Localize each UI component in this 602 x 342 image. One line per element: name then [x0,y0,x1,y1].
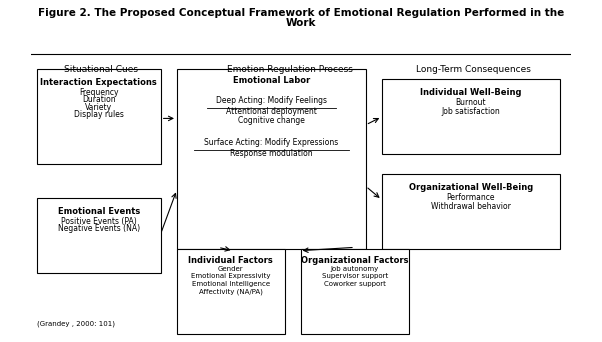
Text: Emotional Events: Emotional Events [58,207,140,215]
Text: Work: Work [286,18,316,28]
FancyBboxPatch shape [177,249,285,334]
Text: Positive Events (PA): Positive Events (PA) [61,217,137,226]
FancyBboxPatch shape [382,174,560,249]
Text: Surface Acting: Modify Expressions: Surface Acting: Modify Expressions [204,139,338,147]
Text: (Grandey , 2000: 101): (Grandey , 2000: 101) [37,320,114,327]
Text: Attentional deployment: Attentional deployment [226,107,317,116]
Text: Emotional Labor: Emotional Labor [233,76,310,85]
Text: Negative Events (NA): Negative Events (NA) [58,224,140,233]
Text: Job autonomy: Job autonomy [331,266,379,272]
Text: Emotional Intelligence: Emotional Intelligence [192,281,270,287]
FancyBboxPatch shape [301,249,409,334]
Text: Interaction Expectations: Interaction Expectations [40,78,157,87]
Text: Organizational Well-Being: Organizational Well-Being [409,183,533,192]
Text: Individual Factors: Individual Factors [188,256,273,265]
Text: Deep Acting: Modify Feelings: Deep Acting: Modify Feelings [216,96,327,105]
Text: Affectivity (NA/PA): Affectivity (NA/PA) [199,288,263,295]
Text: Frequency: Frequency [79,88,119,97]
FancyBboxPatch shape [37,198,161,273]
Text: Performance: Performance [447,193,495,202]
FancyBboxPatch shape [37,69,161,164]
Text: Emotion Regulation Process: Emotion Regulation Process [228,65,353,74]
Text: Withdrawal behavior: Withdrawal behavior [431,201,511,211]
Text: Individual Well-Being: Individual Well-Being [420,88,522,97]
Text: Burnout: Burnout [456,98,486,107]
Text: Supervisor support: Supervisor support [322,274,388,279]
Text: Coworker support: Coworker support [324,281,386,287]
FancyBboxPatch shape [177,69,366,249]
Text: Variety: Variety [85,103,112,112]
Text: Situational Cues: Situational Cues [64,65,138,74]
Text: Gender: Gender [218,266,244,272]
Text: Figure 2. The Proposed Conceptual Framework of Emotional Regulation Performed in: Figure 2. The Proposed Conceptual Framew… [38,8,564,18]
Text: Long-Term Consequences: Long-Term Consequences [416,65,531,74]
Text: Cognitive change: Cognitive change [238,116,305,125]
Text: Emotional Expressivity: Emotional Expressivity [191,274,271,279]
Text: Display rules: Display rules [73,110,123,119]
Text: Response modulation: Response modulation [230,149,312,158]
FancyBboxPatch shape [382,79,560,154]
Text: Duration: Duration [82,95,116,104]
Text: Job satisfaction: Job satisfaction [442,107,500,116]
Text: Organizational Factors: Organizational Factors [301,256,409,265]
